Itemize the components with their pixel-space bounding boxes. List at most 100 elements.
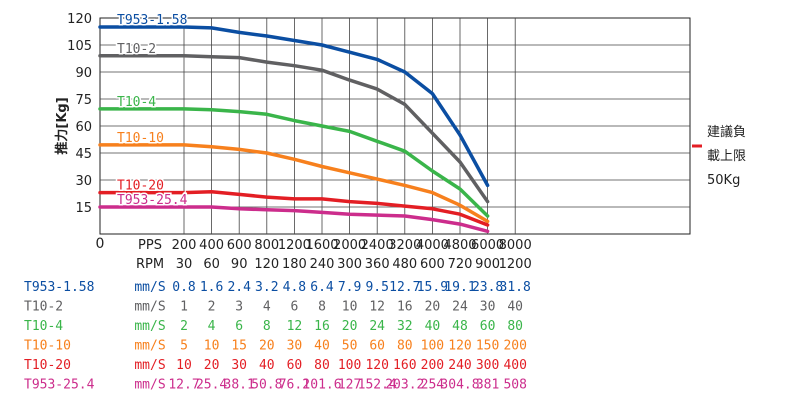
table-cell: 24 bbox=[452, 300, 468, 315]
table-cell: 40 bbox=[259, 358, 275, 373]
x-tick-label-rpm: 720 bbox=[448, 257, 473, 272]
table-cell: 1.6 bbox=[200, 280, 223, 295]
series-line-T10-10 bbox=[98, 143, 490, 224]
table-cell: 120 bbox=[365, 358, 388, 373]
table-cell: 10 bbox=[342, 300, 358, 315]
table-cell: 12 bbox=[287, 319, 303, 334]
x-tick-label-rpm: 300 bbox=[337, 257, 362, 272]
table-cell: 38.1 bbox=[224, 378, 255, 393]
table-cell: 50.8 bbox=[251, 378, 282, 393]
table-cell: 12.7 bbox=[389, 280, 420, 295]
table-cell: 8 bbox=[318, 300, 326, 315]
table-cell: 6 bbox=[290, 300, 298, 315]
x-tick-label-rpm: 90 bbox=[231, 257, 248, 272]
table-cell: 40 bbox=[425, 319, 441, 334]
table-cell: 120 bbox=[448, 339, 471, 354]
x-tick-label-rpm: 30 bbox=[176, 257, 193, 272]
table-cell: 25.4 bbox=[196, 378, 227, 393]
table-cell: 2 bbox=[180, 319, 188, 334]
series-line-T10-4 bbox=[98, 107, 490, 218]
table-cell: 23.8 bbox=[472, 280, 503, 295]
table-cell: 152.4 bbox=[358, 378, 397, 393]
table-cell: 6 bbox=[235, 319, 243, 334]
table-cell: 300 bbox=[476, 358, 499, 373]
annotation-text: 50Kg bbox=[707, 173, 740, 188]
table-cell: 76.2 bbox=[279, 378, 310, 393]
series-line-T953-25.4 bbox=[98, 205, 490, 234]
table-cell: 20 bbox=[204, 358, 220, 373]
x-tick-label-rpm: 180 bbox=[282, 257, 307, 272]
table-cell: 203.2 bbox=[385, 378, 424, 393]
table-cell: 400 bbox=[503, 358, 526, 373]
series-label-T10-10: T10-10 bbox=[117, 131, 164, 146]
table-cell: 150 bbox=[476, 339, 499, 354]
table-cell: 31.8 bbox=[500, 280, 531, 295]
table-cell: 60 bbox=[287, 358, 303, 373]
x-tick-label-rpm: 120 bbox=[254, 257, 279, 272]
table-row-unit: mm/S bbox=[134, 358, 165, 373]
table-cell: 240 bbox=[448, 358, 471, 373]
table-cell: 80 bbox=[507, 319, 523, 334]
table-cell: 12 bbox=[369, 300, 385, 315]
table-row-unit: mm/S bbox=[134, 300, 165, 315]
table-cell: 48 bbox=[452, 319, 468, 334]
x-tick-label-pps: 3200 bbox=[388, 238, 421, 253]
table-row-name: T10-2 bbox=[24, 300, 63, 315]
series-line-T953-1.58 bbox=[98, 25, 490, 188]
series-label-T10-20: T10-20 bbox=[117, 179, 164, 194]
table-row-name: T10-20 bbox=[24, 358, 71, 373]
table-cell: 32 bbox=[397, 319, 413, 334]
x-tick-label-pps: 600 bbox=[227, 238, 252, 253]
table-cell: 30 bbox=[231, 358, 247, 373]
table-cell: 2.4 bbox=[227, 280, 251, 295]
table-cell: 12.7 bbox=[168, 378, 199, 393]
table-row-unit: mm/S bbox=[134, 339, 165, 354]
table-cell: 9.5 bbox=[365, 280, 388, 295]
table-cell: 381 bbox=[476, 378, 499, 393]
series-label-T953-25.4: T953-25.4 bbox=[117, 193, 188, 208]
y-tick-label: 60 bbox=[75, 120, 92, 135]
y-tick-label: 105 bbox=[67, 39, 92, 54]
x-tick-label-rpm: 60 bbox=[203, 257, 220, 272]
table-row-unit: mm/S bbox=[134, 280, 165, 295]
series-line-T10-20 bbox=[98, 189, 490, 227]
table-cell: 19.1 bbox=[444, 280, 475, 295]
table-cell: 200 bbox=[503, 339, 526, 354]
table-cell: 20 bbox=[425, 300, 441, 315]
table-cell: 7.9 bbox=[338, 280, 361, 295]
table-cell: 10 bbox=[176, 358, 192, 373]
table-cell: 15.9 bbox=[417, 280, 448, 295]
table-cell: 4 bbox=[208, 319, 216, 334]
table-cell: 60 bbox=[369, 339, 385, 354]
table-cell: 1 bbox=[180, 300, 188, 315]
x-tick-label-pps: 6000 bbox=[471, 238, 504, 253]
table-cell: 127 bbox=[338, 378, 361, 393]
table-cell: 40 bbox=[507, 300, 523, 315]
table-cell: 3 bbox=[235, 300, 243, 315]
annotation-text: 建議負 bbox=[707, 125, 746, 140]
rpm-row-label: RPM bbox=[136, 257, 164, 272]
table-cell: 20 bbox=[259, 339, 275, 354]
table-cell: 24 bbox=[369, 319, 385, 334]
y-axis-label: 推力[Kg] bbox=[54, 97, 70, 154]
table-cell: 100 bbox=[421, 339, 444, 354]
pps-row-label: PPS bbox=[138, 238, 162, 253]
x-tick-label-rpm: 360 bbox=[365, 257, 390, 272]
table-cell: 20 bbox=[342, 319, 358, 334]
x-tick-label-pps: 1200 bbox=[278, 238, 311, 253]
table-cell: 15 bbox=[231, 339, 247, 354]
y-tick-label: 90 bbox=[75, 66, 92, 81]
annotation-text: 載上限 bbox=[707, 149, 746, 164]
x-tick-label-rpm: 480 bbox=[392, 257, 417, 272]
table-cell: 6.4 bbox=[310, 280, 334, 295]
table-cell: 304.8 bbox=[440, 378, 479, 393]
table-row-name: T953-1.58 bbox=[24, 280, 94, 295]
table-cell: 8 bbox=[263, 319, 271, 334]
table-cell: 16 bbox=[397, 300, 413, 315]
table-cell: 80 bbox=[397, 339, 413, 354]
table-row-name: T10-4 bbox=[24, 319, 63, 334]
x-tick-label-pps: 1600 bbox=[305, 238, 338, 253]
x-tick-label-pps: 4800 bbox=[443, 238, 476, 253]
table-cell: 60 bbox=[480, 319, 496, 334]
